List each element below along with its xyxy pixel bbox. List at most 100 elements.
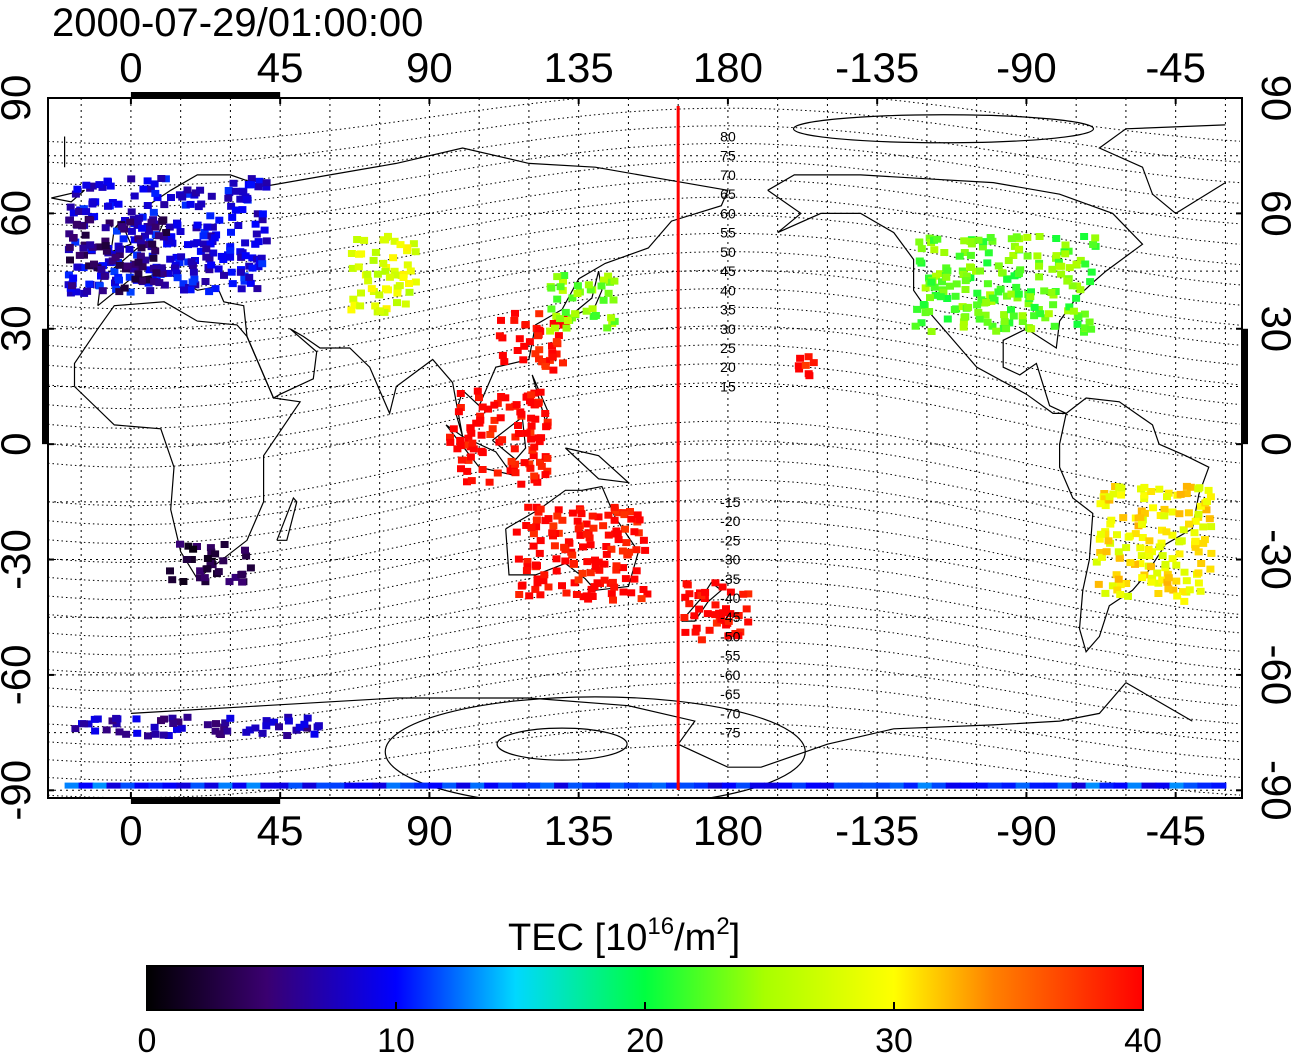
tec-cell [1085, 318, 1094, 326]
tec-cell [988, 237, 997, 245]
contour-line [48, 306, 1241, 390]
tec-cell [1034, 306, 1043, 313]
tec-cell [207, 192, 216, 200]
tec-cell [236, 195, 245, 203]
tec-cell [1182, 490, 1191, 498]
tec-cell [1131, 530, 1140, 538]
tec-cell [633, 511, 642, 519]
tec-cell [1095, 535, 1104, 543]
tec-cell [1086, 278, 1095, 286]
tec-cell [357, 289, 365, 297]
tec-cell [475, 394, 483, 402]
tec-cell [72, 288, 81, 296]
tec-cell [206, 212, 215, 220]
tec-cell [187, 258, 196, 266]
tec-cell [612, 562, 621, 570]
tec-cell [181, 201, 190, 209]
tec-cell [682, 580, 691, 588]
tec-cell [721, 782, 737, 789]
tec-cell [988, 322, 997, 330]
tec-cell [1113, 531, 1121, 539]
lon-tick-label: -90 [996, 807, 1057, 854]
tec-cell [582, 307, 591, 315]
tec-cell [150, 723, 159, 731]
tec-cell [73, 263, 82, 271]
tec-cell [79, 244, 88, 252]
tec-cell [151, 247, 160, 255]
tec-cell [106, 782, 122, 789]
tec-cell [561, 557, 570, 565]
tec-cell [549, 320, 558, 327]
tec-cell [552, 567, 561, 575]
tec-cell [234, 222, 243, 229]
tec-cell [228, 280, 237, 288]
tec-cell [614, 536, 623, 544]
tec-cell [149, 208, 158, 216]
tec-cell [621, 575, 630, 583]
tec-cell [1094, 580, 1103, 588]
tec-cell [520, 342, 529, 350]
tec-cell [1041, 314, 1050, 322]
tec-cell [711, 611, 720, 619]
tec-cell [123, 262, 132, 270]
tec-cell [1124, 592, 1132, 600]
tec-cell [456, 782, 472, 789]
tec-cell [125, 245, 134, 253]
contour-label: 25 [720, 340, 736, 356]
tec-cell [347, 306, 356, 314]
tec-cell [1179, 588, 1188, 596]
contour-label: -30 [720, 552, 740, 568]
tec-cell [367, 285, 376, 293]
tec-cell [1168, 555, 1177, 563]
tec-cell [915, 238, 924, 246]
tec-cell [512, 528, 521, 536]
colorbar-tick-label: 20 [626, 1022, 664, 1057]
tec-cell [535, 346, 544, 354]
tec-cell [66, 216, 74, 224]
tec-cell [182, 190, 191, 198]
colorbar-label-exp1: 16 [647, 913, 674, 940]
tec-cell [926, 294, 934, 302]
tec-cell [584, 281, 593, 289]
tec-cell [540, 782, 556, 789]
tec-cell [602, 543, 611, 550]
tec-cell [384, 232, 392, 240]
tec-cell [1109, 490, 1118, 498]
tec-cell [735, 782, 751, 789]
tec-cell [1137, 552, 1146, 560]
tec-cell [582, 520, 591, 528]
tec-cell [203, 555, 212, 562]
tec-cell [536, 388, 545, 396]
tec-cell [634, 529, 643, 537]
tec-cell [1180, 597, 1189, 605]
tec-cell [994, 262, 1003, 270]
tec-cell [1073, 282, 1082, 290]
tec-cell [534, 400, 543, 408]
tec-cell [1080, 233, 1089, 240]
tec-cell [203, 721, 212, 729]
tec-cell [553, 295, 562, 303]
tec-cell [75, 251, 84, 259]
tec-cell [532, 516, 541, 524]
tec-cell [809, 359, 818, 367]
tec-cell [144, 227, 153, 235]
tec-cell [284, 717, 293, 725]
tec-cell [1092, 558, 1101, 566]
contour-line [48, 160, 1241, 228]
tec-cell [1184, 509, 1193, 517]
tec-cell [1154, 590, 1163, 597]
tec-cell [144, 732, 152, 740]
tec-cell [473, 387, 482, 395]
contour-line [48, 107, 1241, 166]
tec-cell [176, 782, 192, 789]
tec-cell [206, 240, 215, 248]
contour-label: 70 [720, 167, 736, 183]
tec-cell [82, 181, 91, 189]
tec-cell [610, 782, 625, 789]
tec-cell [498, 436, 507, 444]
tec-cell [931, 291, 940, 299]
tec-cell [777, 782, 793, 789]
tec-cell [381, 267, 390, 275]
tec-cell [638, 782, 653, 789]
tec-cell [526, 782, 542, 789]
